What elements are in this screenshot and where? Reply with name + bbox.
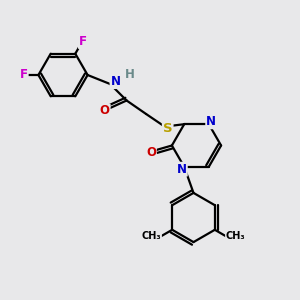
Text: CH₃: CH₃	[226, 231, 245, 241]
Text: H: H	[125, 68, 134, 82]
Text: O: O	[146, 146, 156, 159]
Text: N: N	[110, 75, 121, 88]
Text: F: F	[20, 68, 28, 82]
Text: F: F	[79, 35, 87, 48]
Text: O: O	[100, 104, 110, 118]
Text: N: N	[177, 163, 187, 176]
Text: CH₃: CH₃	[142, 231, 161, 241]
Text: N: N	[206, 115, 216, 128]
Text: S: S	[163, 122, 172, 136]
